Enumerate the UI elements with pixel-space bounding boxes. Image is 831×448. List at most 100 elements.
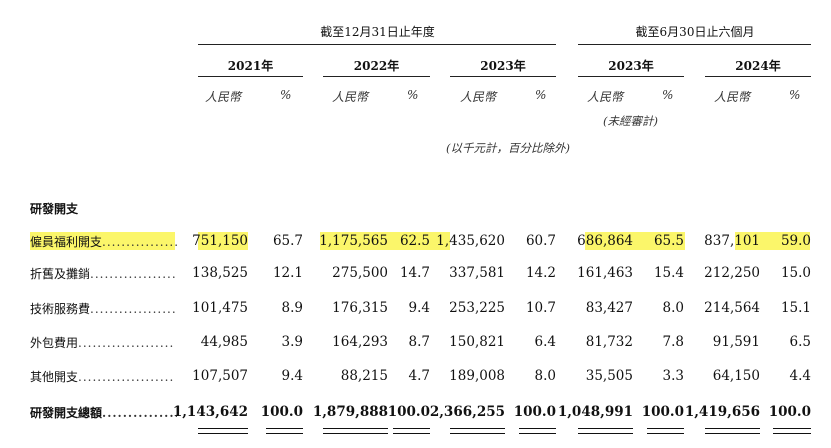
group-header-six-months: 截至6月30日止六個月 (635, 25, 755, 39)
amount-cell: 837,101 (704, 233, 760, 249)
percent-cell: 100.0 (513, 404, 556, 420)
percent-cell: 8.9 (281, 300, 303, 316)
amount-cell: 91,591 (712, 334, 760, 350)
percent-cell: 14.2 (525, 265, 556, 281)
percent-cell: 3.9 (281, 334, 303, 350)
amount-cell: 138,525 (192, 265, 248, 281)
unaudited-note: (未經審計) (603, 114, 658, 128)
amount-cell: 107,507 (192, 368, 248, 384)
highlight-band (30, 232, 175, 250)
percent-cell: 12.1 (272, 265, 303, 281)
percent-cell: 6.5 (789, 334, 811, 350)
amount-cell: 150,821 (449, 334, 505, 350)
total-row: 研發開支總額.................... 1,143,642 100.… (0, 404, 831, 422)
percent-cell: 65.5 (653, 233, 684, 249)
section-title: 研發開支 (30, 202, 79, 216)
unit-pct: % (535, 88, 547, 102)
amount-cell: 214,564 (704, 300, 760, 316)
percent-cell: 100.0 (641, 404, 684, 420)
percent-cell: 4.4 (789, 368, 811, 384)
percent-cell: 15.4 (653, 265, 684, 281)
unit-rmb: 人民幣 (714, 90, 751, 104)
amount-cell: 81,732 (585, 334, 633, 350)
amount-cell: 1,143,642 (172, 404, 248, 420)
amount-cell: 2,366,255 (429, 404, 505, 420)
year-rule (578, 76, 684, 77)
double-underline (266, 428, 303, 434)
unit-rmb: 人民幣 (460, 90, 497, 104)
amount-cell: 164,293 (332, 334, 388, 350)
percent-cell: 3.3 (662, 368, 684, 384)
unit-rmb: 人民幣 (587, 90, 624, 104)
amount-cell: 101,475 (192, 300, 248, 316)
percent-cell: 62.5 (399, 233, 430, 249)
amount-cell: 275,500 (332, 265, 388, 281)
double-underline (647, 428, 684, 434)
double-underline (198, 428, 248, 434)
amount-cell: 176,315 (332, 300, 388, 316)
year-rule (450, 76, 556, 77)
group-rule-fy (198, 44, 556, 45)
units-note: (以千元計，百分比除外) (446, 141, 570, 155)
percent-cell: 8.0 (662, 300, 684, 316)
amount-cell: 1,879,888 (312, 404, 388, 420)
double-underline (578, 428, 633, 434)
double-underline (773, 428, 811, 434)
unit-rmb: 人民幣 (332, 90, 369, 104)
percent-cell: 14.7 (399, 265, 430, 281)
table-row: 折舊及攤銷.................... 138,525 12.1 275… (0, 265, 831, 283)
percent-cell: 9.4 (281, 368, 303, 384)
row-label: 技術服務費.................... (30, 302, 177, 316)
amount-cell: 189,008 (449, 368, 505, 384)
table-row: 技術服務費.................... 101,475 8.9 176,… (0, 300, 831, 318)
unit-pct: % (789, 88, 801, 102)
amount-cell: 64,150 (712, 368, 760, 384)
double-underline (393, 428, 430, 434)
unit-pct: % (280, 88, 292, 102)
amount-cell: 83,427 (585, 300, 633, 316)
percent-cell: 15.0 (780, 265, 811, 281)
amount-cell: 337,581 (449, 265, 505, 281)
amount-cell: 1,048,991 (557, 404, 633, 420)
table-row: 外包費用.................... 44,985 3.9 164,29… (0, 334, 831, 352)
percent-cell: 100.0 (387, 404, 430, 420)
percent-cell: 9.4 (408, 300, 430, 316)
year-rule (198, 76, 303, 77)
percent-cell: 60.7 (525, 233, 556, 249)
amount-cell: 44,985 (200, 334, 248, 350)
percent-cell: 100.0 (768, 404, 811, 420)
year-header-2024-6m: 2024年 (735, 59, 781, 73)
percent-cell: 100.0 (260, 404, 303, 420)
amount-cell: 686,864 (577, 233, 633, 249)
year-rule (705, 76, 811, 77)
row-label: 其他開支.................... (30, 370, 175, 384)
amount-cell: 1,175,565 (319, 233, 388, 249)
amount-cell: 212,250 (704, 265, 760, 281)
year-header-2023: 2023年 (480, 59, 526, 73)
percent-cell: 7.8 (662, 334, 684, 350)
year-rule (323, 76, 430, 77)
year-header-2022: 2022年 (353, 59, 400, 73)
amount-cell: 88,215 (340, 368, 388, 384)
unit-pct: % (662, 88, 674, 102)
percent-cell: 65.7 (272, 233, 303, 249)
highlight-band (320, 232, 450, 250)
amount-cell: 1,435,620 (436, 233, 505, 249)
table-row: 其他開支.................... 107,507 9.4 88,21… (0, 368, 831, 386)
amount-cell: 161,463 (577, 265, 633, 281)
double-underline (705, 428, 760, 434)
double-underline (323, 428, 388, 434)
highlight-band (735, 232, 810, 250)
group-rule-6m (578, 44, 811, 45)
percent-cell: 6.4 (534, 334, 556, 350)
unit-rmb: 人民幣 (205, 90, 242, 104)
percent-cell: 59.0 (780, 233, 811, 249)
amount-cell: 35,505 (585, 368, 633, 384)
highlight-band (198, 232, 248, 250)
row-label: 研發開支總額.................... (30, 406, 177, 420)
amount-cell: 1,419,656 (684, 404, 760, 420)
group-header-fiscal-year: 截至12月31日止年度 (320, 25, 435, 39)
row-label: 僱員福利開支.................... (30, 235, 177, 249)
double-underline (519, 428, 556, 434)
highlight-band (585, 232, 685, 250)
